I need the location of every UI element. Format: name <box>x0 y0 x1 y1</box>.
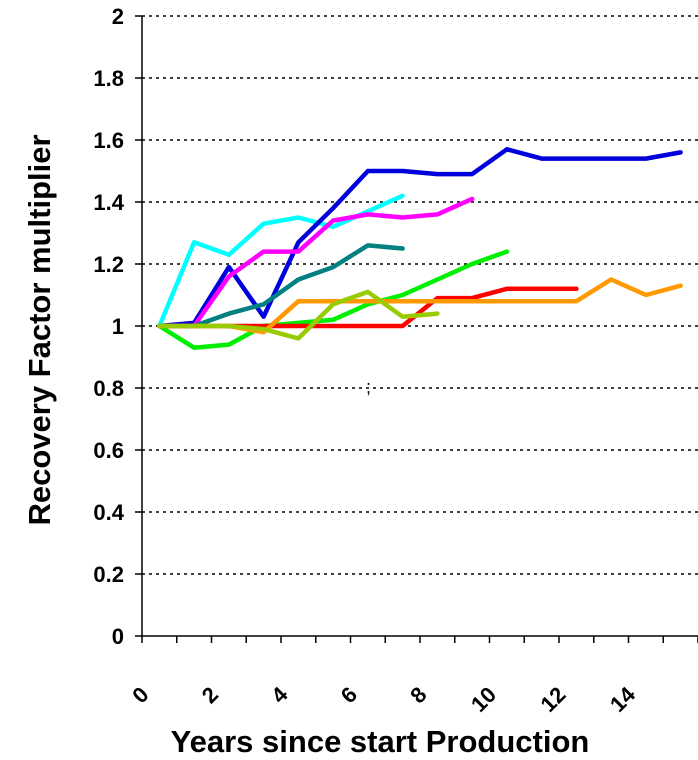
chart-annotation: ; <box>366 377 371 397</box>
x-axis-label: Years since start Production <box>171 724 590 759</box>
x-tick-label: 10 <box>466 682 501 717</box>
x-tick-label: 6 <box>336 682 362 708</box>
y-tick-label: 2 <box>112 4 124 29</box>
x-tick-label: 14 <box>605 681 641 717</box>
y-tick-label: 1 <box>112 314 124 339</box>
series-line <box>157 249 510 350</box>
x-axis-ticks: 0 2 4 6 8 10 12 14 <box>127 636 698 717</box>
y-axis-ticks: 0 0.2 0.4 0.6 0.8 1 1.2 1.4 1.6 1.8 2 <box>93 4 142 649</box>
series-line <box>157 196 475 329</box>
y-tick-label: 1.6 <box>93 128 124 153</box>
x-tick-label: 12 <box>536 682 571 717</box>
series-line <box>157 147 683 329</box>
y-tick-label: 0.8 <box>93 376 124 401</box>
y-tick-label: 1.8 <box>93 66 124 91</box>
y-axis-label: Recovery Factor multiplier <box>22 134 57 525</box>
y-tick-label: 1.4 <box>93 190 124 215</box>
y-tick-label: 1.2 <box>93 252 124 277</box>
grid-lines <box>142 15 698 575</box>
y-tick-label: 0.2 <box>93 562 124 587</box>
x-tick-label: 0 <box>127 682 153 708</box>
x-tick-label: 8 <box>405 682 431 708</box>
y-tick-label: 0 <box>112 624 124 649</box>
series-lines <box>157 147 683 350</box>
y-tick-label: 0.4 <box>93 500 124 525</box>
x-tick-label: 4 <box>266 681 293 708</box>
y-tick-label: 0.6 <box>93 438 124 463</box>
x-tick-label: 2 <box>197 682 223 708</box>
series-line <box>157 289 440 341</box>
